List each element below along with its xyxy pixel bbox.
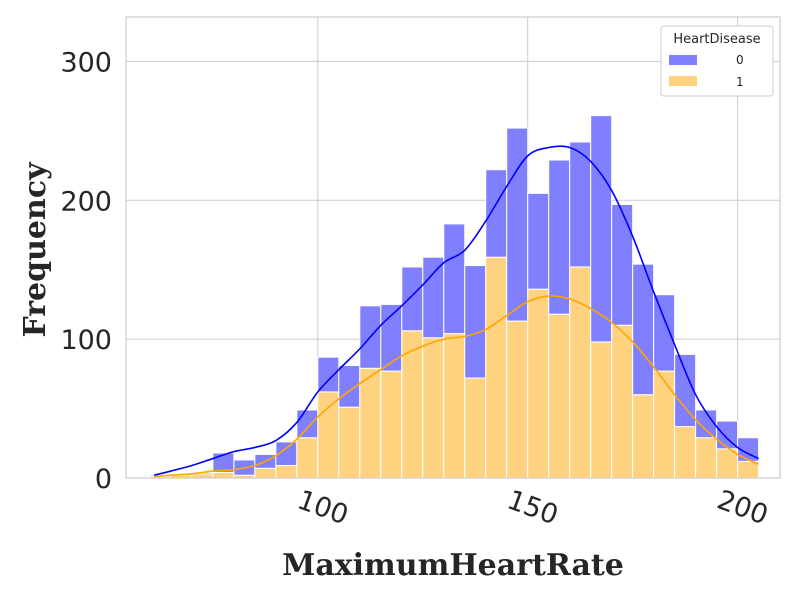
y-tick-label: 0 xyxy=(95,464,112,495)
bar-series-1 xyxy=(590,341,613,479)
bar-series-1 xyxy=(275,465,298,479)
bar-series-0 xyxy=(296,409,319,439)
bar-series-1 xyxy=(317,391,340,479)
x-tick-label: 100 xyxy=(293,485,352,532)
bar-series-1 xyxy=(632,394,655,479)
plot-frame xyxy=(125,16,781,479)
bar-series-0 xyxy=(590,115,613,343)
legend-label-1: 1 xyxy=(736,75,744,89)
bar-series-1 xyxy=(506,320,529,479)
kde-curves xyxy=(153,145,759,478)
bar-series-1 xyxy=(527,288,550,479)
bar-series-0 xyxy=(653,294,676,372)
bar-series-1 xyxy=(254,467,277,479)
bar-series-1 xyxy=(569,266,592,479)
legend-title: HeartDisease xyxy=(673,32,760,47)
bar-series-1 xyxy=(296,437,319,479)
bar-series-0 xyxy=(317,356,340,393)
bar-series-0 xyxy=(422,256,445,339)
bar-series-1 xyxy=(401,330,424,479)
bar-series-1 xyxy=(191,473,214,479)
y-tick-labels: 0 100 200 300 xyxy=(60,47,112,495)
bar-series-1 xyxy=(674,426,697,479)
bar-series-1 xyxy=(695,437,718,479)
bar-series-1 xyxy=(359,367,382,479)
bar-series-1 xyxy=(443,333,466,479)
bar-series-1 xyxy=(380,370,403,479)
bar-series-0 xyxy=(611,203,634,326)
x-tick-label: 150 xyxy=(503,485,562,532)
y-axis-title: Frequency xyxy=(18,161,53,338)
legend-swatch-0 xyxy=(669,55,697,65)
histogram-bars xyxy=(149,115,760,479)
bar-series-1 xyxy=(548,313,571,479)
x-tick-label: 200 xyxy=(713,485,772,532)
bar-series-0 xyxy=(674,353,697,428)
bar-series-1 xyxy=(737,460,760,479)
bar-series-0 xyxy=(548,159,571,315)
bar-series-1 xyxy=(485,256,508,479)
bar-series-1 xyxy=(464,377,487,479)
y-tick-label: 300 xyxy=(60,47,112,78)
bar-series-0 xyxy=(716,420,739,450)
y-tick-label: 100 xyxy=(60,325,112,356)
axes-frame xyxy=(125,16,781,479)
legend: HeartDisease 0 1 xyxy=(660,25,774,97)
bar-series-0 xyxy=(443,223,466,335)
legend-label-0: 0 xyxy=(736,53,744,67)
bar-series-1 xyxy=(611,324,634,479)
kde-line-0 xyxy=(153,145,759,476)
bar-series-0 xyxy=(485,169,508,258)
x-axis-title: MaximumHeartRate xyxy=(282,548,624,583)
x-tick-labels: 100 150 200 xyxy=(293,485,772,532)
bar-series-1 xyxy=(338,406,361,479)
y-tick-label: 200 xyxy=(60,186,112,217)
bar-series-1 xyxy=(653,370,676,479)
bar-series-0 xyxy=(401,266,424,332)
bar-series-1 xyxy=(212,471,235,479)
bar-series-0 xyxy=(464,265,487,379)
legend-swatch-1 xyxy=(669,76,697,86)
bar-series-1 xyxy=(422,337,445,479)
bar-series-0 xyxy=(506,127,529,322)
kde-line-1 xyxy=(154,295,759,478)
bar-series-0 xyxy=(569,141,592,268)
bar-series-0 xyxy=(527,192,550,290)
